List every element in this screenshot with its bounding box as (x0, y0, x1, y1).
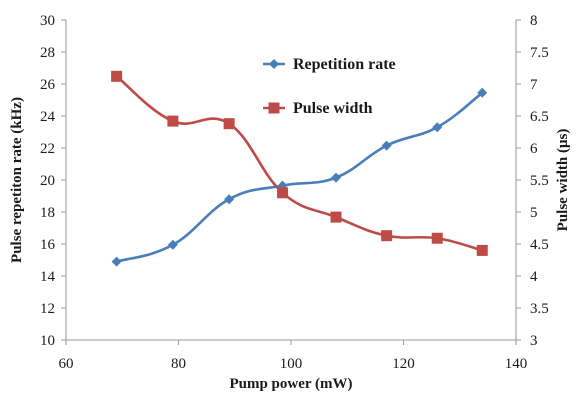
axes (65, 20, 517, 341)
legend-label-repetition-rate: Repetition rate (293, 56, 396, 73)
left-y-tick-label: 10 (40, 333, 55, 349)
x-tick-labels: 60 80 100 120 140 (59, 340, 528, 372)
pulse-width-point (431, 232, 443, 244)
legend-marker-repetition-rate (269, 59, 279, 69)
right-y-tick-label: 7 (530, 77, 538, 93)
right-y-tick-label: 8 (530, 13, 538, 29)
x-tick-label: 60 (59, 356, 74, 372)
right-y-tick-label: 5.5 (530, 173, 549, 189)
left-y-tick-label: 26 (40, 77, 56, 93)
pulse-width-point (476, 244, 488, 256)
legend: Repetition rate Pulse width (263, 56, 396, 117)
x-tick-label: 120 (392, 356, 415, 372)
right-y-tick-label: 6 (530, 141, 538, 157)
legend-marker-pulse-width (268, 102, 280, 114)
left-y-tick-label: 18 (40, 205, 55, 221)
x-tick-label: 80 (171, 356, 186, 372)
left-y-tick-label: 22 (40, 141, 55, 157)
right-y-tick-label: 4.5 (530, 237, 549, 253)
right-y-tick-label: 7.5 (530, 45, 549, 61)
x-axis-title: Pump power (mW) (229, 376, 352, 392)
repetition-rate-point (111, 256, 122, 267)
pulse-width-point (111, 70, 123, 82)
repetition-rate-point (224, 194, 235, 205)
pulse-width-point (330, 211, 342, 223)
right-y-axis-title: Pulse width (μs) (555, 129, 571, 232)
left-y-tick-label: 28 (40, 45, 55, 61)
pulse-width-point (167, 115, 179, 127)
right-y-tick-label: 4 (530, 269, 538, 285)
left-y-tick-label: 12 (40, 301, 55, 317)
left-y-tick-label: 30 (40, 13, 55, 29)
left-y-tick-label: 16 (40, 237, 56, 253)
legend-item-repetition-rate: Repetition rate (263, 56, 396, 73)
right-y-tick-label: 3.5 (530, 301, 549, 317)
pulse-width-point (277, 187, 289, 199)
series-layer (111, 70, 488, 267)
x-tick-label: 100 (280, 356, 303, 372)
repetition-rate-point (167, 239, 178, 250)
right-y-tick-label: 5 (530, 205, 538, 221)
repetition-rate-series (111, 87, 488, 267)
right-y-tick-label: 3 (530, 333, 538, 349)
pulse-width-series (111, 70, 488, 256)
left-y-tick-label: 14 (40, 269, 56, 285)
left-y-tick-label: 24 (40, 109, 56, 125)
right-y-tick-label: 6.5 (530, 109, 549, 125)
left-y-tick-labels: 10 12 14 16 18 20 22 24 26 28 30 (40, 13, 66, 349)
pulse-width-point (223, 118, 235, 130)
pulse-width-point (381, 230, 393, 242)
left-y-tick-label: 20 (40, 173, 55, 189)
repetition-rate-point (477, 87, 488, 98)
legend-item-pulse-width: Pulse width (263, 100, 373, 117)
repetition-rate-point (432, 122, 443, 133)
legend-label-pulse-width: Pulse width (293, 100, 373, 117)
x-tick-label: 140 (505, 356, 528, 372)
repetition-rate-point (381, 140, 392, 151)
left-y-axis-title: Pulse repetiton rate (kHz) (9, 97, 25, 263)
repetition-rate-point (331, 172, 341, 183)
repetition-rate-line (116, 91, 484, 263)
right-y-tick-labels: 3 3.5 4 4.5 5 5.5 6 6.5 7 7.5 8 (516, 13, 549, 349)
